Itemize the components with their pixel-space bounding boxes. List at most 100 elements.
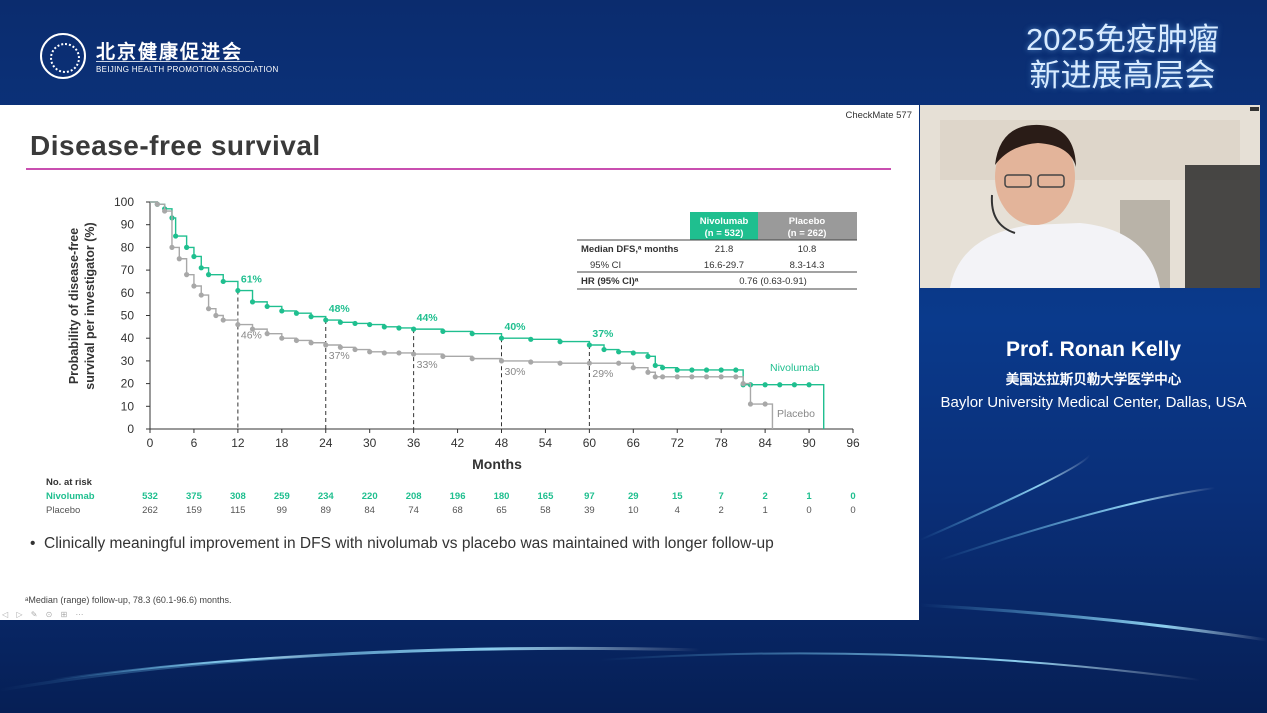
stats-header-placebo-bg [758, 212, 857, 240]
nivolumab-censor-mark [601, 346, 607, 353]
nivolumab-censor-mark [630, 350, 636, 356]
placebo-censor-mark [205, 306, 212, 312]
nivolumab-censor-mark [645, 353, 651, 359]
at-risk-placebo-value: 84 [364, 505, 375, 516]
at-risk-placebo-value: 68 [452, 505, 463, 516]
at-risk-placebo-value: 159 [186, 505, 202, 516]
title-underline [26, 168, 891, 170]
at-risk-placebo-value: 4 [675, 505, 680, 516]
nivolumab-censor-mark [660, 365, 666, 371]
nivolumab-censor-mark [791, 382, 798, 388]
at-risk-placebo-value: 99 [277, 505, 288, 516]
y-tick-label: 100 [114, 195, 134, 209]
nivolumab-censor-mark [198, 265, 204, 271]
stats-row-hr-value: 0.76 (0.63-0.91) [739, 276, 807, 287]
slide-footnote: ᵃMedian (range) follow-up, 78.3 (60.1-96… [25, 595, 232, 605]
y-tick-label: 50 [121, 309, 135, 323]
x-tick-label: 24 [319, 436, 333, 450]
x-tick-label: 36 [407, 436, 421, 450]
speaker-video-frame [920, 105, 1260, 288]
placebo-censor-mark [367, 349, 373, 355]
at-risk-nivolumab-value: 375 [186, 491, 203, 502]
x-tick-label: 0 [147, 436, 154, 450]
x-tick-label: 78 [715, 436, 729, 450]
at-risk-nivolumab-value: 7 [719, 491, 724, 502]
placebo-censor-mark [747, 401, 754, 407]
end-label-nivolumab: Nivolumab [770, 362, 820, 374]
x-tick-label: 72 [671, 436, 685, 450]
nivolumab-censor-mark [184, 244, 190, 250]
placebo-censor-mark [337, 344, 343, 350]
stats-row-ci-nivo: 16.6-29.7 [704, 260, 744, 271]
stats-header-nivolumab: Nivolumab [700, 216, 749, 227]
key-finding-bullet: • Clinically meaningful improvement in D… [30, 535, 774, 552]
stats-row-ci-pbo: 8.3-14.3 [790, 260, 825, 271]
y-tick-label: 30 [121, 354, 135, 368]
at-risk-nivolumab-value: 259 [274, 491, 290, 502]
x-tick-label: 30 [363, 436, 377, 450]
stats-header-placebo: Placebo [789, 216, 826, 227]
placebo-censor-mark [440, 353, 446, 359]
x-tick-label: 84 [758, 436, 772, 450]
slide-title: Disease-free survival [30, 130, 321, 161]
y-axis-label-line1: Probability of disease-free [67, 228, 81, 384]
nivolumab-censor-mark [689, 367, 695, 373]
at-risk-placebo-label: Placebo [46, 505, 80, 516]
placebo-censor-mark [381, 350, 387, 356]
speaker-info: Prof. Ronan Kelly 美国达拉斯贝勒大学医学中心 Baylor U… [920, 338, 1267, 411]
placebo-censor-mark [308, 340, 314, 346]
at-risk-nivolumab-value: 532 [142, 491, 158, 502]
at-risk-nivolumab-value: 165 [538, 491, 555, 502]
at-risk-nivolumab-value: 2 [762, 491, 767, 502]
stats-row-median-pbo: 10.8 [798, 244, 817, 255]
landmark-label-nivolumab: 40% [505, 321, 527, 333]
at-risk-placebo-value: 1 [762, 505, 767, 516]
x-tick-label: 42 [451, 436, 465, 450]
nivolumab-censor-mark [381, 324, 387, 330]
y-tick-label: 60 [121, 286, 135, 300]
x-tick-label: 60 [583, 436, 597, 450]
speaker-affiliation-en: Baylor University Medical Center, Dallas… [940, 394, 1247, 411]
placebo-censor-mark [528, 359, 534, 365]
landmark-label-nivolumab: 44% [417, 312, 439, 324]
landmark-label-nivolumab: 37% [592, 328, 614, 340]
placebo-censor-mark [176, 256, 182, 262]
stats-row-median-nivo: 21.8 [715, 244, 734, 255]
org-divider [96, 61, 254, 62]
x-tick-label: 18 [275, 436, 289, 450]
at-risk-nivolumab-value: 234 [318, 491, 335, 502]
x-tick-label: 6 [191, 436, 198, 450]
at-risk-nivolumab-value: 196 [450, 491, 466, 502]
placebo-censor-mark [586, 360, 592, 366]
x-tick-label: 96 [846, 436, 860, 450]
placebo-censor-mark [249, 326, 256, 332]
placebo-censor-mark [162, 208, 168, 214]
slide-nav-toolbar[interactable]: ◁ ▷ ✎ ⊙ ⊞ ⋯ [2, 610, 87, 619]
org-name-cn: 北京健康促进会 [96, 42, 244, 63]
stats-table: Nivolumab (n = 532) Placebo (n = 262) Me… [577, 212, 857, 290]
speaker-video [920, 105, 1260, 288]
nivolumab-censor-mark [220, 278, 226, 285]
stats-row-ci-label: 95% CI [590, 260, 621, 271]
at-risk-nivolumab-value: 0 [850, 491, 855, 502]
placebo-censor-mark [674, 374, 680, 380]
end-label-placebo: Placebo [777, 408, 815, 420]
nivolumab-censor-mark [352, 320, 358, 327]
nivolumab-censor-mark [703, 367, 710, 373]
nivolumab-censor-mark [616, 349, 622, 355]
x-tick-label: 90 [802, 436, 816, 450]
at-risk-nivolumab-value: 15 [672, 491, 683, 502]
nivolumab-censor-mark [396, 325, 402, 331]
nivolumab-censor-mark [337, 319, 343, 325]
nivolumab-censor-mark [279, 308, 285, 314]
nivolumab-censor-mark [652, 362, 658, 369]
y-axis-label-line2: survival per investigator (%) [83, 222, 97, 389]
nivolumab-censor-mark [498, 335, 505, 341]
placebo-censor-mark [469, 356, 475, 362]
y-tick-label: 90 [121, 218, 135, 232]
at-risk-nivolumab-value: 308 [230, 491, 246, 502]
nivolumab-censor-mark [205, 272, 212, 278]
nivolumab-censor-mark [191, 253, 197, 260]
at-risk-placebo-value: 262 [142, 505, 158, 516]
placebo-censor-mark [557, 360, 563, 366]
